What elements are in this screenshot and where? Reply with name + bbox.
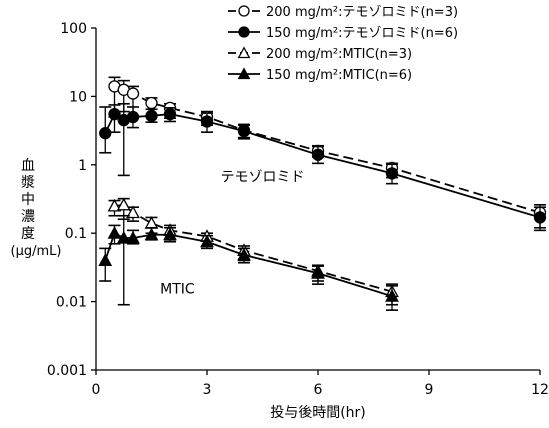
data-point bbox=[116, 230, 131, 244]
data-point bbox=[145, 96, 158, 110]
y-tick-label: 0.01 bbox=[56, 295, 87, 311]
legend-marker bbox=[238, 26, 250, 38]
data-point bbox=[200, 115, 214, 128]
legend: 200 mg/m²:テモゾロミド(n=3) 150 mg/m²:テモゾロミド(n=… bbox=[228, 5, 458, 83]
data-point bbox=[200, 234, 214, 248]
legend-marker bbox=[237, 67, 251, 80]
legend-marker bbox=[238, 5, 250, 17]
data-point bbox=[99, 127, 112, 140]
series-layer bbox=[98, 76, 547, 311]
data-point bbox=[163, 108, 177, 121]
y-axis-label: 度 bbox=[21, 226, 35, 242]
series-line bbox=[104, 112, 541, 219]
data-point bbox=[107, 198, 122, 212]
y-axis-label: 濃 bbox=[21, 209, 35, 225]
y-axis-label: 血 bbox=[21, 158, 35, 174]
y-tick-label: 0.1 bbox=[65, 226, 87, 242]
data-point bbox=[237, 125, 251, 138]
data-point bbox=[107, 226, 122, 239]
x-tick-label: 12 bbox=[531, 382, 549, 398]
data-point bbox=[126, 230, 140, 244]
y-axis-label: 中 bbox=[21, 192, 35, 208]
x-tick-label: 6 bbox=[314, 382, 323, 398]
data-point bbox=[145, 109, 158, 122]
y-axis-label: 漿 bbox=[21, 175, 35, 191]
legend-label: 200 mg/m²:テモゾロミド(n=3) bbox=[266, 5, 458, 20]
data-point bbox=[237, 247, 251, 261]
data-point bbox=[126, 110, 140, 124]
legend-label: 150 mg/m²:テモゾロミド(n=6) bbox=[266, 26, 458, 41]
series-3 bbox=[98, 214, 399, 311]
annotation-label: テモゾロミド bbox=[221, 170, 305, 186]
data-point bbox=[385, 289, 399, 302]
y-tick-label: 10 bbox=[69, 89, 87, 105]
data-point bbox=[144, 216, 159, 229]
annotation-label: MTIC bbox=[160, 282, 195, 298]
data-point bbox=[385, 167, 399, 180]
series-0 bbox=[108, 76, 547, 229]
data-point bbox=[311, 266, 325, 279]
y-tick-label: 1 bbox=[78, 158, 87, 174]
series-line bbox=[114, 85, 541, 214]
data-point bbox=[108, 108, 121, 121]
data-point bbox=[144, 227, 159, 241]
x-tick-label: 3 bbox=[203, 382, 212, 398]
data-point bbox=[163, 227, 177, 241]
series-2 bbox=[107, 197, 399, 306]
y-tick-label: 0.001 bbox=[47, 363, 87, 379]
x-axis-label: 投与後時間(hr) bbox=[270, 405, 366, 421]
data-point bbox=[311, 148, 325, 161]
data-point bbox=[126, 205, 140, 219]
x-tick-label: 9 bbox=[425, 382, 434, 398]
annotations: テモゾロミド MTIC bbox=[160, 170, 304, 298]
series-1 bbox=[99, 102, 547, 232]
y-axis-label: (μg/mL) bbox=[11, 244, 62, 259]
data-point bbox=[126, 87, 140, 100]
series-line bbox=[104, 231, 393, 298]
data-point bbox=[533, 211, 547, 224]
x-tick-label: 0 bbox=[92, 382, 101, 398]
data-point bbox=[98, 253, 113, 266]
legend-label: 150 mg/m²:MTIC(n=6) bbox=[266, 68, 412, 83]
legend-marker bbox=[237, 46, 251, 59]
legend-label: 200 mg/m²:MTIC(n=3) bbox=[266, 47, 412, 62]
y-tick-label: 100 bbox=[60, 21, 87, 37]
data-point bbox=[116, 197, 131, 211]
